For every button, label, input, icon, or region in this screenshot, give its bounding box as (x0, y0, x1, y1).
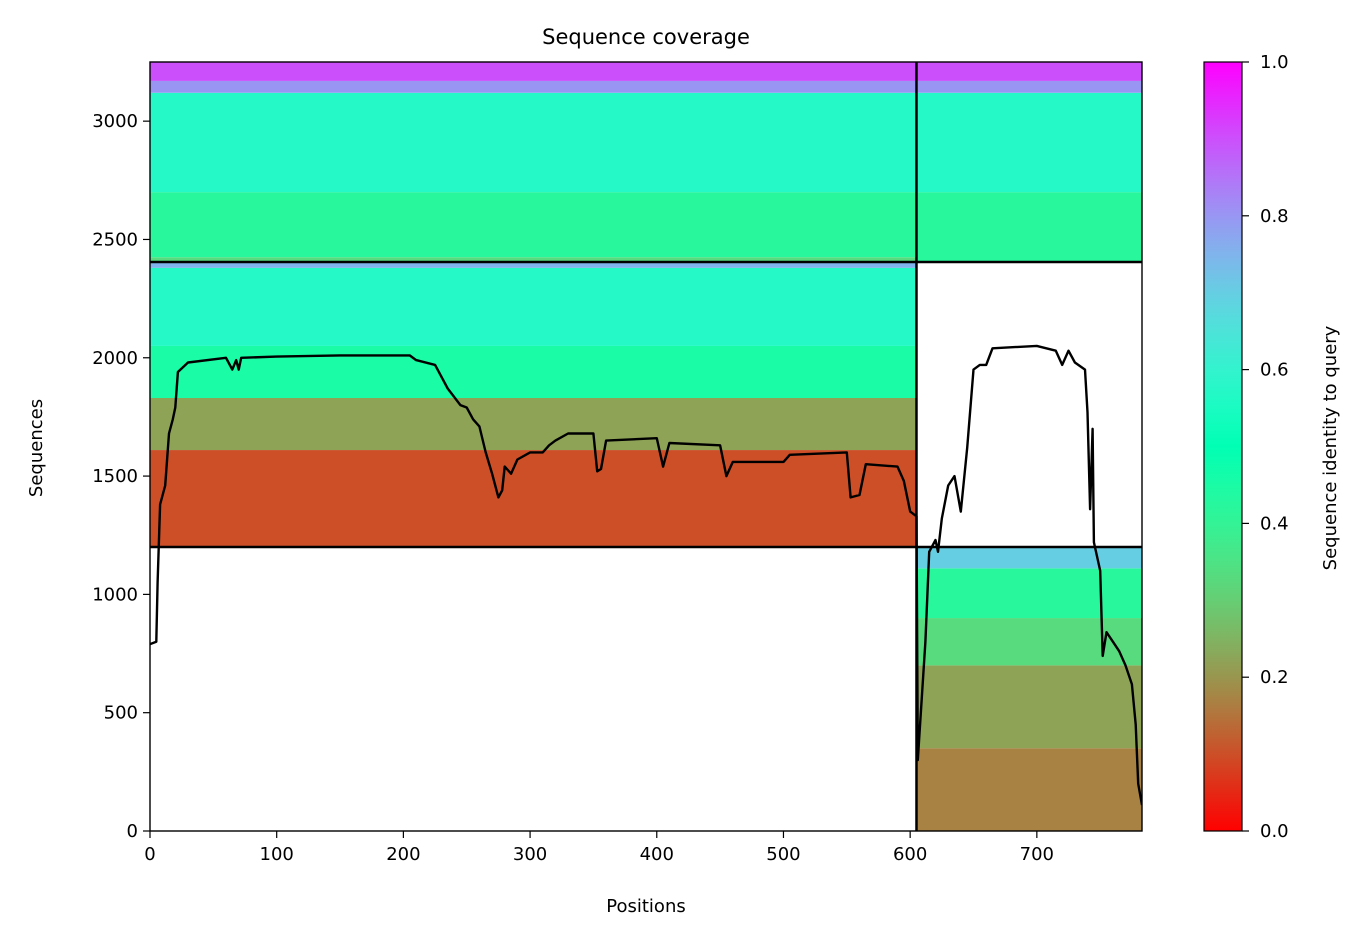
identity-band (150, 345, 917, 398)
identity-band (150, 62, 917, 81)
colorbar-tick-label: 0.4 (1260, 513, 1289, 534)
identity-band (150, 257, 917, 262)
identity-band (150, 267, 917, 346)
identity-band (150, 397, 917, 451)
x-axis-ticks: 0 100 200 300 400 500 600 700 (144, 831, 1054, 865)
x-tick-label: 700 (1020, 844, 1054, 865)
identity-band (150, 92, 917, 193)
identity-band (150, 261, 917, 268)
y-axis-label: Sequences (26, 399, 47, 497)
identity-band (916, 547, 1142, 569)
x-tick-label: 500 (766, 844, 800, 865)
plot-area (150, 62, 1142, 831)
coverage-line (150, 344, 1142, 806)
x-tick-label: 400 (640, 844, 674, 865)
identity-band (916, 80, 1142, 93)
colorbar-tick-label: 0.0 (1260, 821, 1289, 842)
plot-frame (149, 61, 1143, 832)
coverage-block (916, 62, 1142, 262)
identity-band (916, 62, 1142, 81)
identity-band (916, 568, 1142, 619)
coverage-block (916, 547, 1142, 831)
colorbar: 0.0 0.2 0.4 0.6 0.8 1.0 Sequence identity to … (1203, 52, 1341, 842)
colorbar-ticks: 0.0 0.2 0.4 0.6 0.8 1.0 (1242, 52, 1289, 842)
colorbar-tick-label: 0.2 (1260, 667, 1289, 688)
y-tick-label: 1500 (92, 466, 138, 487)
identity-band (916, 192, 1142, 262)
identity-band (150, 80, 917, 93)
colorbar-tick-label: 0.8 (1260, 206, 1289, 227)
x-axis-label: Positions (606, 896, 685, 917)
y-axis-ticks: 0 500 1000 1500 2000 2500 3000 (92, 111, 150, 842)
x-tick-label: 600 (893, 844, 927, 865)
x-tick-label: 300 (513, 844, 547, 865)
colorbar-gradient (1203, 61, 1243, 832)
x-tick-label: 0 (144, 844, 155, 865)
y-tick-label: 2000 (92, 348, 138, 369)
identity-band (916, 92, 1142, 193)
coverage-line-layer (150, 344, 1142, 806)
y-tick-label: 0 (127, 821, 138, 842)
coverage-block (150, 62, 917, 262)
colorbar-tick-label: 0.6 (1260, 360, 1289, 381)
identity-band (150, 450, 917, 548)
identity-band (916, 618, 1142, 666)
y-tick-label: 1000 (92, 584, 138, 605)
colorbar-tick-label: 1.0 (1260, 52, 1289, 73)
colorbar-label: Sequence identity to query (1320, 325, 1341, 570)
y-tick-label: 500 (104, 703, 138, 724)
identity-band (916, 665, 1142, 749)
x-tick-label: 100 (260, 844, 294, 865)
identity-band (916, 748, 1142, 831)
x-tick-label: 200 (386, 844, 420, 865)
y-tick-label: 2500 (92, 229, 138, 250)
identity-band (150, 192, 917, 258)
chart-title: Sequence coverage (542, 25, 750, 49)
coverage-blocks (150, 62, 1142, 831)
y-tick-label: 3000 (92, 111, 138, 132)
coverage-block (150, 261, 917, 548)
